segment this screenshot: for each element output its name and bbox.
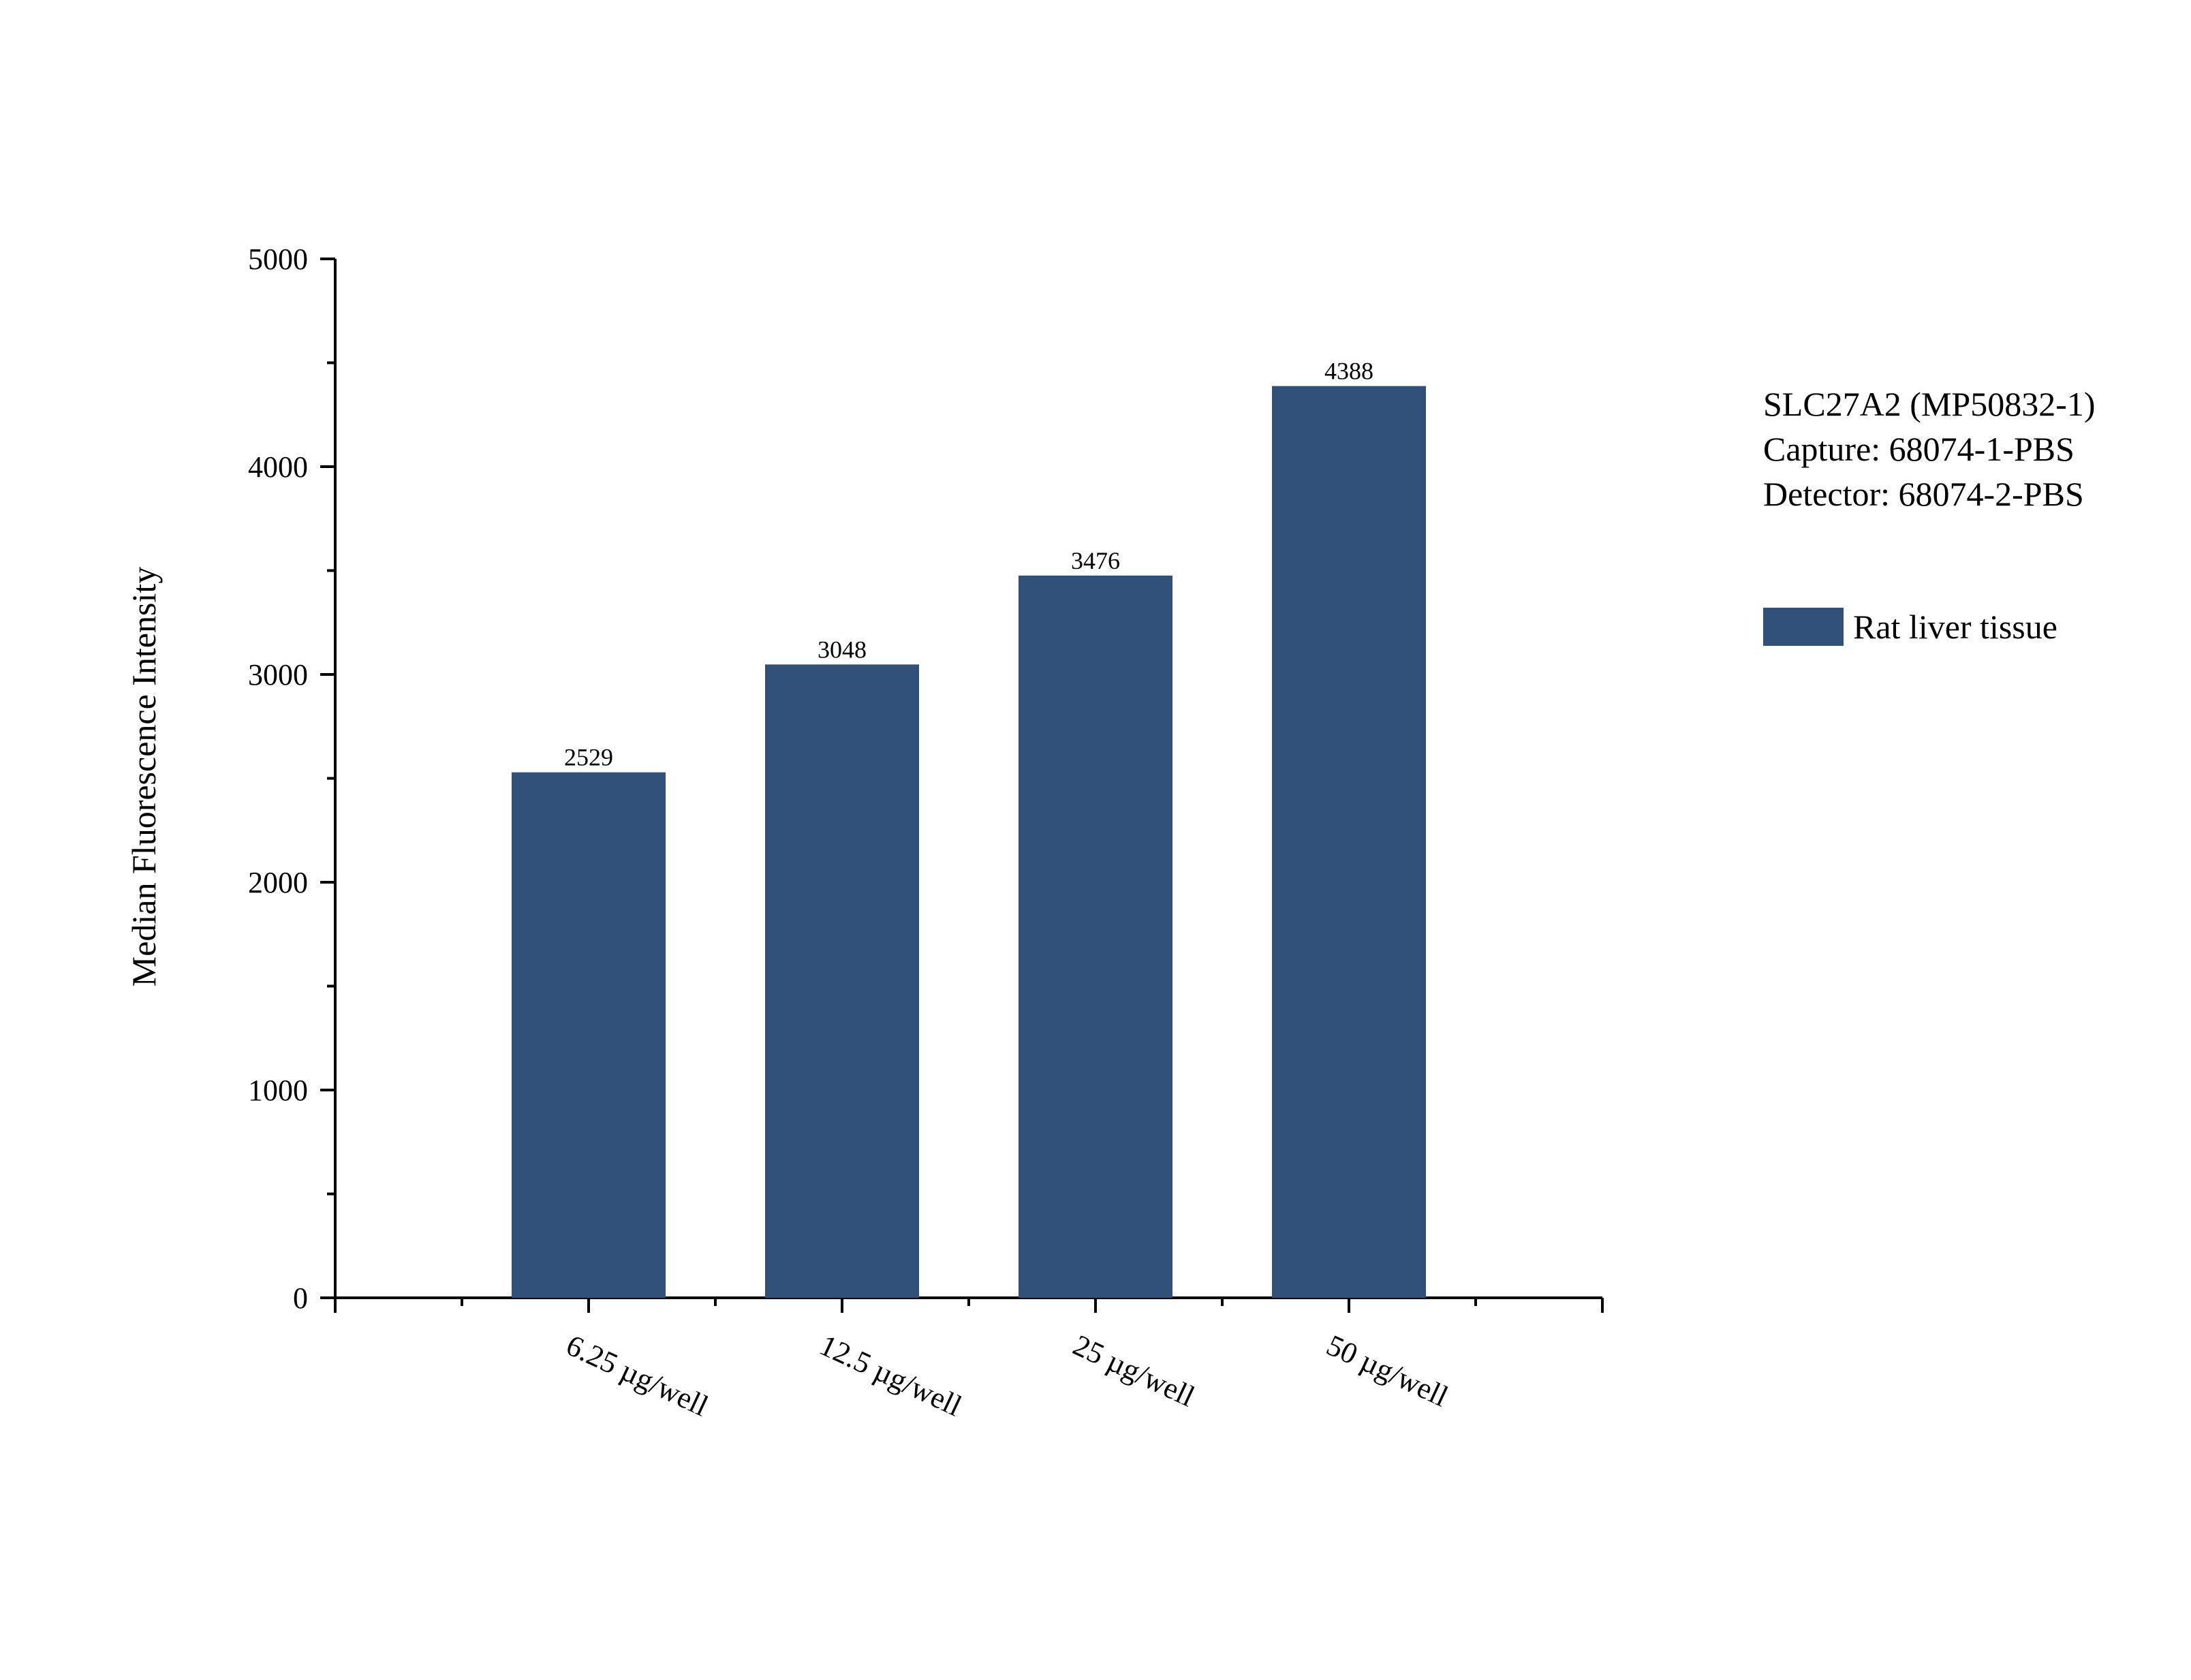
annotation-line-3: Detector: 68074-2-PBS [1763,475,2084,513]
legend-label: Rat liver tissue [1853,608,2057,646]
y-tick-label-0: 0 [293,1281,308,1315]
data-label-4: 4388 [1324,358,1373,385]
annotation-line-2: Capture: 68074-1-PBS [1763,430,2075,468]
legend: Rat liver tissue [1763,608,2057,646]
annotation-block: SLC27A2 (MP50832-1) Capture: 68074-1-PBS… [1763,385,2096,513]
y-tick-label-1000: 1000 [248,1074,308,1107]
data-label-2: 3048 [818,636,867,663]
legend-swatch [1763,608,1844,646]
annotation-line-1: SLC27A2 (MP50832-1) [1763,385,2096,423]
x-tick-label-3: 25 µg/well [1068,1328,1200,1414]
bar-1 [512,772,666,1298]
bar-3 [1019,575,1172,1298]
x-tick-label-4: 50 µg/well [1322,1328,1453,1414]
data-label-3: 3476 [1071,547,1120,574]
y-tick-label-5000: 5000 [248,243,308,276]
y-tick-label-4000: 4000 [248,450,308,484]
bar-4 [1272,386,1426,1298]
bar-2 [765,664,919,1298]
x-tick-label-1: 6.25 µg/well [561,1328,713,1423]
y-tick-label-3000: 3000 [248,658,308,691]
plot-area: 0 1000 2000 3000 4000 5000 2529 6.25 µg/well 304… [248,243,1604,1423]
y-axis-label: Median Fluorescence Intensity [125,567,163,986]
data-label-1: 2529 [564,744,613,771]
y-tick-label-2000: 2000 [248,866,308,899]
x-tick-label-2: 12.5 µg/well [815,1328,967,1423]
